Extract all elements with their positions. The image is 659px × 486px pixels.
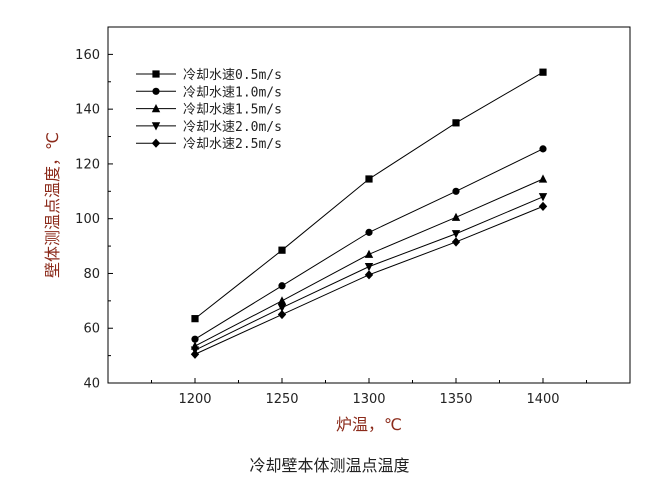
data-point [538,201,548,211]
series-5 [190,201,548,359]
legend-marker [151,122,161,131]
data-point [278,282,286,290]
data-point [364,263,374,272]
series-line [194,205,544,355]
legend-label: 冷却水速1.0m/s [183,85,282,100]
data-point [451,230,461,239]
data-point [190,349,200,359]
series-3 [190,174,548,350]
data-point [364,249,374,258]
x-tick-label: 1350 [439,392,472,407]
legend-label: 冷却水速2.5m/s [183,137,282,152]
legend-label: 冷却水速1.5m/s [183,103,282,118]
figure-caption: 冷却壁本体测温点温度 [249,456,410,475]
data-point [277,309,287,320]
y-tick-label: 100 [75,212,100,227]
data-point [451,212,461,221]
data-point [277,304,287,313]
legend-item: 冷却水速1.5m/s [136,103,282,118]
legend-item: 冷却水速1.0m/s [136,85,282,100]
x-tick-label: 1400 [526,392,559,407]
data-point [452,119,460,127]
legend: 冷却水速0.5m/s 冷却水速1.0m/s 冷却水速1.5m/s 冷却水速2.0m/s… [136,68,282,152]
x-tick-label: 1200 [178,392,211,407]
data-point [278,246,286,254]
data-point [538,174,548,183]
y-tick-label: 120 [75,157,100,172]
data-point [539,68,547,76]
x-tick-label: 1300 [352,392,385,407]
data-point [539,145,547,153]
data-point [191,335,199,343]
y-tick-label: 140 [75,103,100,118]
data-point [365,175,373,183]
y-tick-label: 80 [83,267,100,282]
series-2 [191,145,547,343]
x-axis-title: 炉温，℃ [336,415,402,434]
x-axis: 1200 1250 1300 1350 1400 [151,378,587,407]
data-point [451,237,461,247]
legend-label: 冷却水速2.0m/s [183,120,282,135]
legend-label: 冷却水速0.5m/s [183,68,282,83]
legend-marker [152,70,160,78]
legend-marker [152,87,160,95]
data-point [191,315,199,323]
data-point [365,228,373,236]
y-axis-title: 壁体测温点温度，℃ [43,132,62,278]
data-point [452,187,460,195]
data-point [277,296,287,305]
series-line [194,178,544,347]
legend-item: 冷却水速2.5m/s [136,137,282,152]
legend-marker [151,138,161,148]
data-point [364,270,374,280]
y-tick-label: 160 [75,48,100,63]
y-axis: 40 60 80 100 120 140 160 [75,48,113,392]
legend-item: 冷却水速2.0m/s [136,120,282,135]
legend-marker [151,104,161,113]
y-tick-label: 60 [83,322,100,337]
y-tick-label: 40 [83,377,100,392]
data-point [538,193,548,202]
series-1 [191,68,547,323]
legend-item: 冷却水速0.5m/s [136,68,282,83]
x-tick-label: 1250 [265,392,298,407]
series-layer [190,68,548,359]
